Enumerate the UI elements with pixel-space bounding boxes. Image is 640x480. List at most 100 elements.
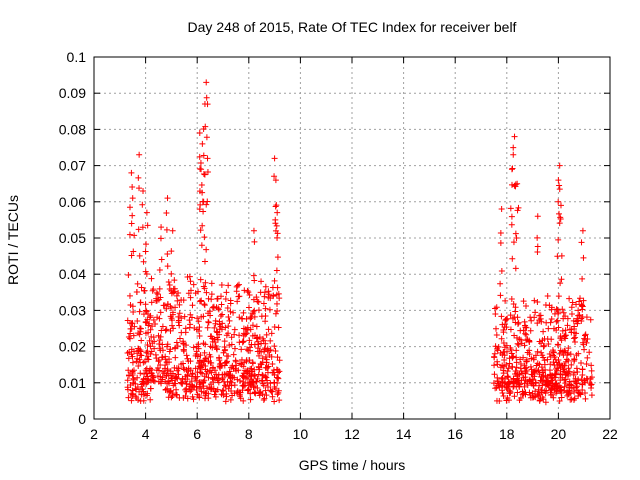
- data-point: [520, 298, 527, 305]
- data-point: [538, 373, 545, 380]
- data-point: [129, 303, 136, 310]
- data-point: [200, 379, 207, 386]
- data-point: [554, 317, 561, 324]
- data-point: [124, 386, 131, 393]
- y-axis-label: ROTI / TECUs: [5, 195, 21, 285]
- data-point: [505, 374, 512, 381]
- data-point: [509, 315, 516, 322]
- data-point: [255, 307, 262, 314]
- data-point: [138, 337, 145, 344]
- data-point: [193, 350, 200, 357]
- data-point: [132, 380, 139, 387]
- data-point: [542, 399, 549, 406]
- data-point: [562, 349, 569, 356]
- data-point: [562, 327, 569, 334]
- data-point: [274, 234, 281, 241]
- data-point: [208, 291, 215, 298]
- data-point: [201, 171, 208, 178]
- data-point: [260, 300, 267, 307]
- data-point: [168, 375, 175, 382]
- data-point: [519, 388, 526, 395]
- data-point: [263, 359, 270, 366]
- data-point: [230, 365, 237, 372]
- data-point: [222, 346, 229, 353]
- data-point: [181, 313, 188, 320]
- data-point: [249, 359, 256, 366]
- data-point: [275, 375, 282, 382]
- data-point: [562, 376, 569, 383]
- data-point: [143, 319, 150, 326]
- data-point: [165, 279, 172, 286]
- data-point: [516, 336, 523, 343]
- data-point: [540, 343, 547, 350]
- data-point: [144, 341, 151, 348]
- x-tick-label: 16: [447, 426, 463, 442]
- data-point: [202, 356, 209, 363]
- data-point: [190, 281, 197, 288]
- data-point: [243, 368, 250, 375]
- data-point: [147, 385, 154, 392]
- data-point: [149, 323, 156, 330]
- data-point: [531, 297, 538, 304]
- data-point: [167, 327, 174, 334]
- x-axis-label: GPS time / hours: [299, 457, 406, 473]
- data-point: [557, 347, 564, 354]
- data-point: [567, 351, 574, 358]
- data-point: [161, 302, 168, 309]
- data-point: [139, 386, 146, 393]
- data-point: [509, 165, 516, 172]
- data-point: [183, 352, 190, 359]
- data-point: [276, 357, 283, 364]
- data-point: [236, 281, 243, 288]
- data-point: [579, 275, 586, 282]
- data-point: [136, 388, 143, 395]
- data-point: [238, 346, 245, 353]
- data-point: [178, 329, 185, 336]
- data-point: [582, 331, 589, 338]
- data-point: [581, 389, 588, 396]
- data-point: [219, 320, 226, 327]
- data-point: [271, 343, 278, 350]
- data-point: [576, 390, 583, 397]
- data-point: [186, 273, 193, 280]
- data-point: [130, 376, 137, 383]
- data-point: [136, 151, 143, 158]
- data-point: [203, 201, 210, 208]
- data-point: [128, 397, 135, 404]
- data-point: [500, 392, 507, 399]
- data-point: [236, 393, 243, 400]
- data-point: [576, 312, 583, 319]
- data-point: [506, 360, 513, 367]
- data-point: [500, 329, 507, 336]
- data-point: [180, 346, 187, 353]
- data-point: [271, 324, 278, 331]
- data-point: [497, 292, 504, 299]
- data-point: [502, 297, 509, 304]
- data-point: [253, 335, 260, 342]
- data-point: [262, 387, 269, 394]
- data-point: [173, 339, 180, 346]
- data-point: [266, 306, 273, 313]
- data-point: [240, 382, 247, 389]
- data-point: [167, 346, 174, 353]
- data-point: [507, 326, 514, 333]
- grid-layer: [94, 57, 610, 419]
- data-point: [497, 240, 504, 247]
- data-point: [260, 372, 267, 379]
- data-point: [523, 364, 530, 371]
- data-point: [534, 234, 541, 241]
- data-point: [496, 384, 503, 391]
- data-point: [273, 267, 280, 274]
- data-point: [239, 373, 246, 380]
- data-point: [579, 381, 586, 388]
- data-point: [551, 353, 558, 360]
- data-point: [162, 362, 169, 369]
- data-point: [542, 301, 549, 308]
- data-point: [495, 381, 502, 388]
- data-point: [247, 314, 254, 321]
- data-point: [247, 390, 254, 397]
- data-point: [142, 268, 149, 275]
- y-tick-label: 0.05: [59, 230, 86, 246]
- data-point: [220, 349, 227, 356]
- data-point: [147, 312, 154, 319]
